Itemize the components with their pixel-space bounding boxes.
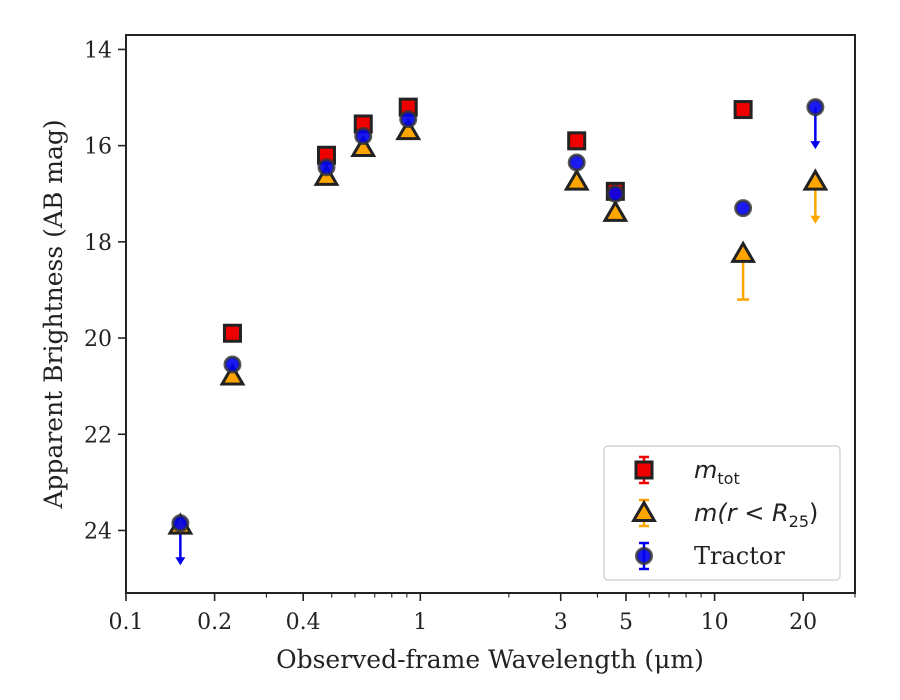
x-tick-label: 20 — [789, 610, 817, 635]
x-tick-label: 3 — [554, 610, 568, 635]
triangle-marker — [395, 117, 422, 141]
data-points — [167, 97, 829, 566]
triangle-marker — [602, 199, 629, 222]
upper-limit-arrow-head — [810, 141, 821, 150]
plot-frame — [125, 34, 856, 594]
circle-marker — [567, 153, 586, 172]
x-tick-label: 1 — [413, 610, 427, 635]
x-axis-label: Observed-frame Wavelength (μm) — [276, 645, 704, 674]
triangle-marker — [730, 240, 757, 263]
legend: mtot m(r < R25) Tractor — [603, 445, 841, 581]
x-tick-label: 0.1 — [109, 610, 144, 635]
legend-label: mtot — [694, 456, 740, 488]
triangle-marker — [350, 134, 377, 157]
square-marker — [567, 131, 587, 151]
legend-box — [603, 445, 841, 581]
square-marker — [634, 460, 654, 480]
circle-marker — [806, 98, 825, 117]
triangle-marker — [219, 363, 246, 386]
axis-ticks: 0.1 0.2 0.4 1 3 5 10 20 14 16 18 20 22 24 — [84, 38, 856, 635]
y-tick-label: 22 — [84, 423, 112, 448]
triangle-marker — [631, 499, 657, 522]
circle-marker — [734, 199, 753, 218]
y-tick-label: 14 — [84, 38, 112, 63]
x-tick-label: 0.2 — [197, 610, 232, 635]
circle-marker — [399, 110, 418, 129]
y-axis-label: Apparent Brightness (AB mag) — [39, 119, 68, 509]
x-tick-label: 0.4 — [286, 610, 321, 635]
square-marker — [733, 100, 753, 120]
upper-limit-arrow-head — [175, 557, 186, 566]
x-tick-label: 10 — [701, 610, 729, 635]
circle-marker — [606, 184, 625, 203]
circle-marker — [223, 355, 242, 374]
legend-label: m(r < R25) — [694, 499, 818, 531]
legend-label: Tractor — [694, 542, 785, 570]
y-tick-label: 24 — [84, 519, 112, 544]
circle-marker — [317, 158, 336, 177]
x-tick-label: 5 — [619, 610, 633, 635]
upper-limit-arrow-head — [810, 215, 821, 224]
y-tick-label: 20 — [84, 327, 112, 352]
circle-marker — [635, 547, 653, 565]
circle-marker — [354, 127, 373, 146]
square-marker — [222, 323, 242, 343]
y-tick-label: 16 — [84, 135, 112, 160]
circle-marker — [171, 514, 190, 533]
triangle-marker — [802, 168, 829, 191]
triangle-marker — [563, 168, 590, 191]
y-tick-label: 18 — [84, 231, 112, 256]
